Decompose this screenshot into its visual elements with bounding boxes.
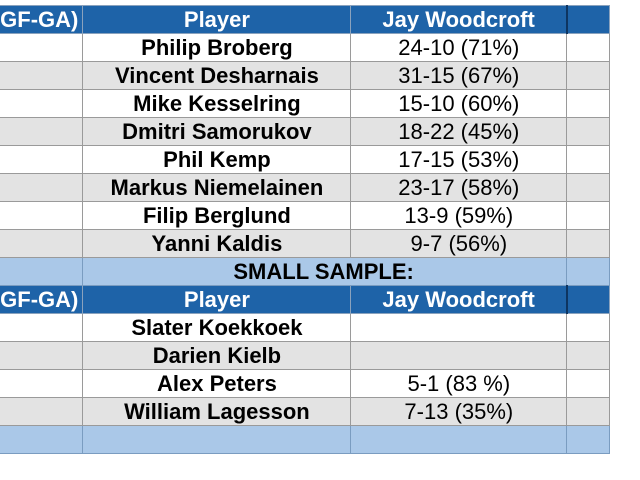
table-cell-empty[interactable] xyxy=(566,117,610,146)
stat-cell[interactable] xyxy=(350,341,568,370)
header-cell-coach[interactable]: Jay Woodcroft xyxy=(350,5,568,34)
table-cell-empty[interactable] xyxy=(566,313,610,342)
header-cell-player[interactable]: Player xyxy=(82,5,352,34)
table-row: Dmitri Samorukov 18-22 (45%) xyxy=(0,117,610,146)
table-row: Philip Broberg 24-10 (71%) xyxy=(0,33,610,62)
table-row: William Lagesson 7-13 (35%) xyxy=(0,397,610,426)
table-cell-empty[interactable] xyxy=(566,33,610,62)
stat-cell[interactable]: 31-15 (67%) xyxy=(350,61,568,90)
table-cell-empty[interactable] xyxy=(0,117,84,146)
stat-cell[interactable]: 13-9 (59%) xyxy=(350,201,568,230)
table-cell-empty[interactable] xyxy=(0,313,84,342)
stat-cell[interactable] xyxy=(350,313,568,342)
header-cell-player[interactable]: Player xyxy=(82,285,352,314)
table-cell-empty[interactable] xyxy=(566,89,610,118)
player-name-cell[interactable]: Phil Kemp xyxy=(82,145,352,174)
stat-cell[interactable]: 17-15 (53%) xyxy=(350,145,568,174)
table-row: Phil Kemp 17-15 (53%) xyxy=(0,145,610,174)
table-cell-empty[interactable] xyxy=(0,257,84,286)
table-cell-empty[interactable] xyxy=(0,369,84,398)
table-cell-empty[interactable] xyxy=(0,173,84,202)
table-row: Slater Koekkoek xyxy=(0,313,610,342)
table-cell-empty[interactable] xyxy=(566,341,610,370)
table-cell-empty[interactable] xyxy=(350,425,568,454)
table-row: Mike Kesselring 15-10 (60%) xyxy=(0,89,610,118)
header-row-bottom: GF-GA) Player Jay Woodcroft xyxy=(0,285,610,314)
player-name-cell[interactable]: Darien Kielb xyxy=(82,341,352,370)
table-cell-empty[interactable] xyxy=(566,425,610,454)
table-cell-empty[interactable] xyxy=(566,397,610,426)
header-cell-empty[interactable] xyxy=(565,5,610,34)
small-sample-label[interactable]: SMALL SAMPLE: xyxy=(82,257,568,286)
player-name-cell[interactable]: Dmitri Samorukov xyxy=(82,117,352,146)
player-name-cell[interactable]: Mike Kesselring xyxy=(82,89,352,118)
table-cell-empty[interactable] xyxy=(566,173,610,202)
table-cell-empty[interactable] xyxy=(566,369,610,398)
table-cell-empty[interactable] xyxy=(0,89,84,118)
section-band-row-bottom xyxy=(0,425,610,454)
table-cell-empty[interactable] xyxy=(0,61,84,90)
player-name-cell[interactable]: William Lagesson xyxy=(82,397,352,426)
player-stats-table: GF-GA) Player Jay Woodcroft Philip Brobe… xyxy=(0,5,610,454)
table-row: Yanni Kaldis 9-7 (56%) xyxy=(0,229,610,258)
table-cell-empty[interactable] xyxy=(566,61,610,90)
stat-cell[interactable]: 23-17 (58%) xyxy=(350,173,568,202)
stat-cell[interactable]: 15-10 (60%) xyxy=(350,89,568,118)
table-cell-empty[interactable] xyxy=(0,341,84,370)
header-cell-coach[interactable]: Jay Woodcroft xyxy=(350,285,568,314)
table-cell-empty[interactable] xyxy=(0,33,84,62)
table-row: Vincent Desharnais 31-15 (67%) xyxy=(0,61,610,90)
table-cell-empty[interactable] xyxy=(566,201,610,230)
table-cell-empty[interactable] xyxy=(0,201,84,230)
stat-cell[interactable]: 18-22 (45%) xyxy=(350,117,568,146)
header-cell-empty[interactable] xyxy=(565,285,610,314)
stat-cell[interactable]: 24-10 (71%) xyxy=(350,33,568,62)
table-cell-empty[interactable] xyxy=(0,397,84,426)
table-row: Alex Peters 5-1 (83 %) xyxy=(0,369,610,398)
table-row: Filip Berglund 13-9 (59%) xyxy=(0,201,610,230)
header-cell-gf-ga[interactable]: GF-GA) xyxy=(0,5,84,34)
table-row: Markus Niemelainen 23-17 (58%) xyxy=(0,173,610,202)
player-name-cell[interactable]: Philip Broberg xyxy=(82,33,352,62)
stat-cell[interactable]: 7-13 (35%) xyxy=(350,397,568,426)
table-cell-empty[interactable] xyxy=(0,229,84,258)
player-name-cell[interactable]: Filip Berglund xyxy=(82,201,352,230)
section-band-row: SMALL SAMPLE: xyxy=(0,257,610,286)
table-cell-empty[interactable] xyxy=(566,145,610,174)
player-name-cell[interactable]: Vincent Desharnais xyxy=(82,61,352,90)
player-name-cell[interactable]: Yanni Kaldis xyxy=(82,229,352,258)
header-cell-gf-ga[interactable]: GF-GA) xyxy=(0,285,84,314)
player-name-cell[interactable]: Alex Peters xyxy=(82,369,352,398)
table-cell-empty[interactable] xyxy=(82,425,352,454)
player-name-cell[interactable]: Markus Niemelainen xyxy=(82,173,352,202)
table-cell-empty[interactable] xyxy=(0,145,84,174)
player-name-cell[interactable]: Slater Koekkoek xyxy=(82,313,352,342)
table-row: Darien Kielb xyxy=(0,341,610,370)
table-cell-empty[interactable] xyxy=(566,257,610,286)
header-row-top: GF-GA) Player Jay Woodcroft xyxy=(0,5,610,34)
stat-cell[interactable]: 9-7 (56%) xyxy=(350,229,568,258)
table-cell-empty[interactable] xyxy=(566,229,610,258)
table-cell-empty[interactable] xyxy=(0,425,84,454)
stat-cell[interactable]: 5-1 (83 %) xyxy=(350,369,568,398)
